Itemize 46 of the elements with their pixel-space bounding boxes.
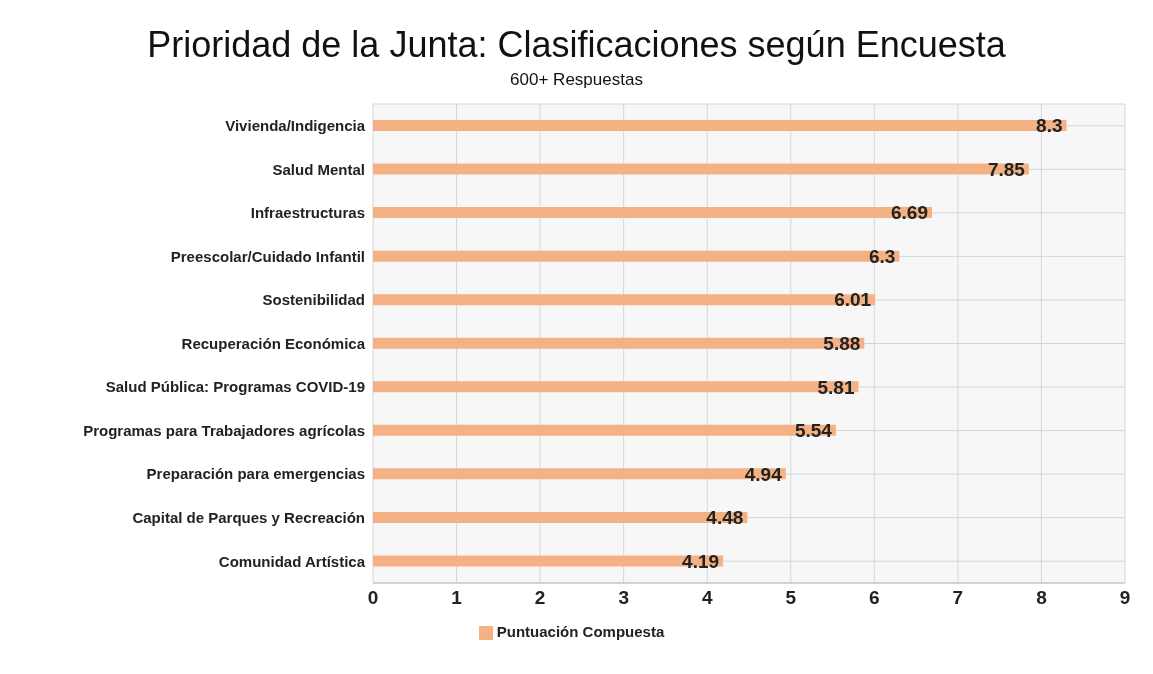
bar [373,424,836,436]
y-tick-label: Recuperación Económica [181,334,366,352]
x-tick-label: 9 [1119,587,1131,609]
bar [373,337,865,349]
y-tick-label: Sostenibilidad [262,291,365,309]
x-tick-label: 5 [785,587,797,609]
y-tick-label: Comunidad Artística [218,552,366,570]
data-label: 6.69 [891,202,928,224]
x-tick-label: 1 [451,587,463,609]
y-tick-label: Capital de Parques y Recreación [132,508,365,526]
y-tick-label: Salud Mental [272,160,365,178]
data-label: 4.94 [744,463,783,485]
bar [373,163,1029,175]
data-label: 4.48 [706,507,744,529]
x-tick-label: 0 [367,587,379,609]
data-label: 6.3 [868,245,896,267]
y-tick-label: Vivienda/Indigencia [225,117,366,135]
bar [373,381,859,393]
x-tick-label: 6 [869,587,880,609]
bar [373,250,900,262]
data-label: 5.81 [817,376,855,398]
data-label: 7.85 [987,158,1026,180]
y-tick-label: Infraestructuras [250,204,365,222]
y-tick-label: Preescolar/Cuidado Infantil [170,247,365,265]
bar [373,294,876,306]
data-label: 8.3 [1036,115,1063,137]
x-tick-label: 8 [1036,587,1047,609]
data-label: 4.19 [682,550,720,572]
bar [373,120,1067,131]
bar [373,468,786,480]
data-label: 6.01 [834,289,872,311]
y-tick-label: Preparación para emergencias [146,465,365,483]
x-tick-label: 3 [618,587,629,609]
chart-title: Prioridad de la Junta: Clasificaciones según Encuesta [146,24,1007,66]
x-tick-label: 2 [534,587,546,609]
chart-subtitle: 600+ Respuestas [509,70,644,90]
x-tick-label: 4 [701,587,713,609]
data-label: 5.88 [823,332,861,354]
bar [373,555,724,567]
y-tick-label: Salud Pública: Programas COVID-19 [105,378,365,396]
x-tick-label: 7 [952,587,964,609]
bar [373,511,748,523]
bar [373,207,932,219]
legend-label: Puntuación Compuesta [496,622,665,640]
data-label: 5.54 [794,420,833,442]
y-tick-label: Programas para Trabajadores agrícolas [83,421,365,439]
